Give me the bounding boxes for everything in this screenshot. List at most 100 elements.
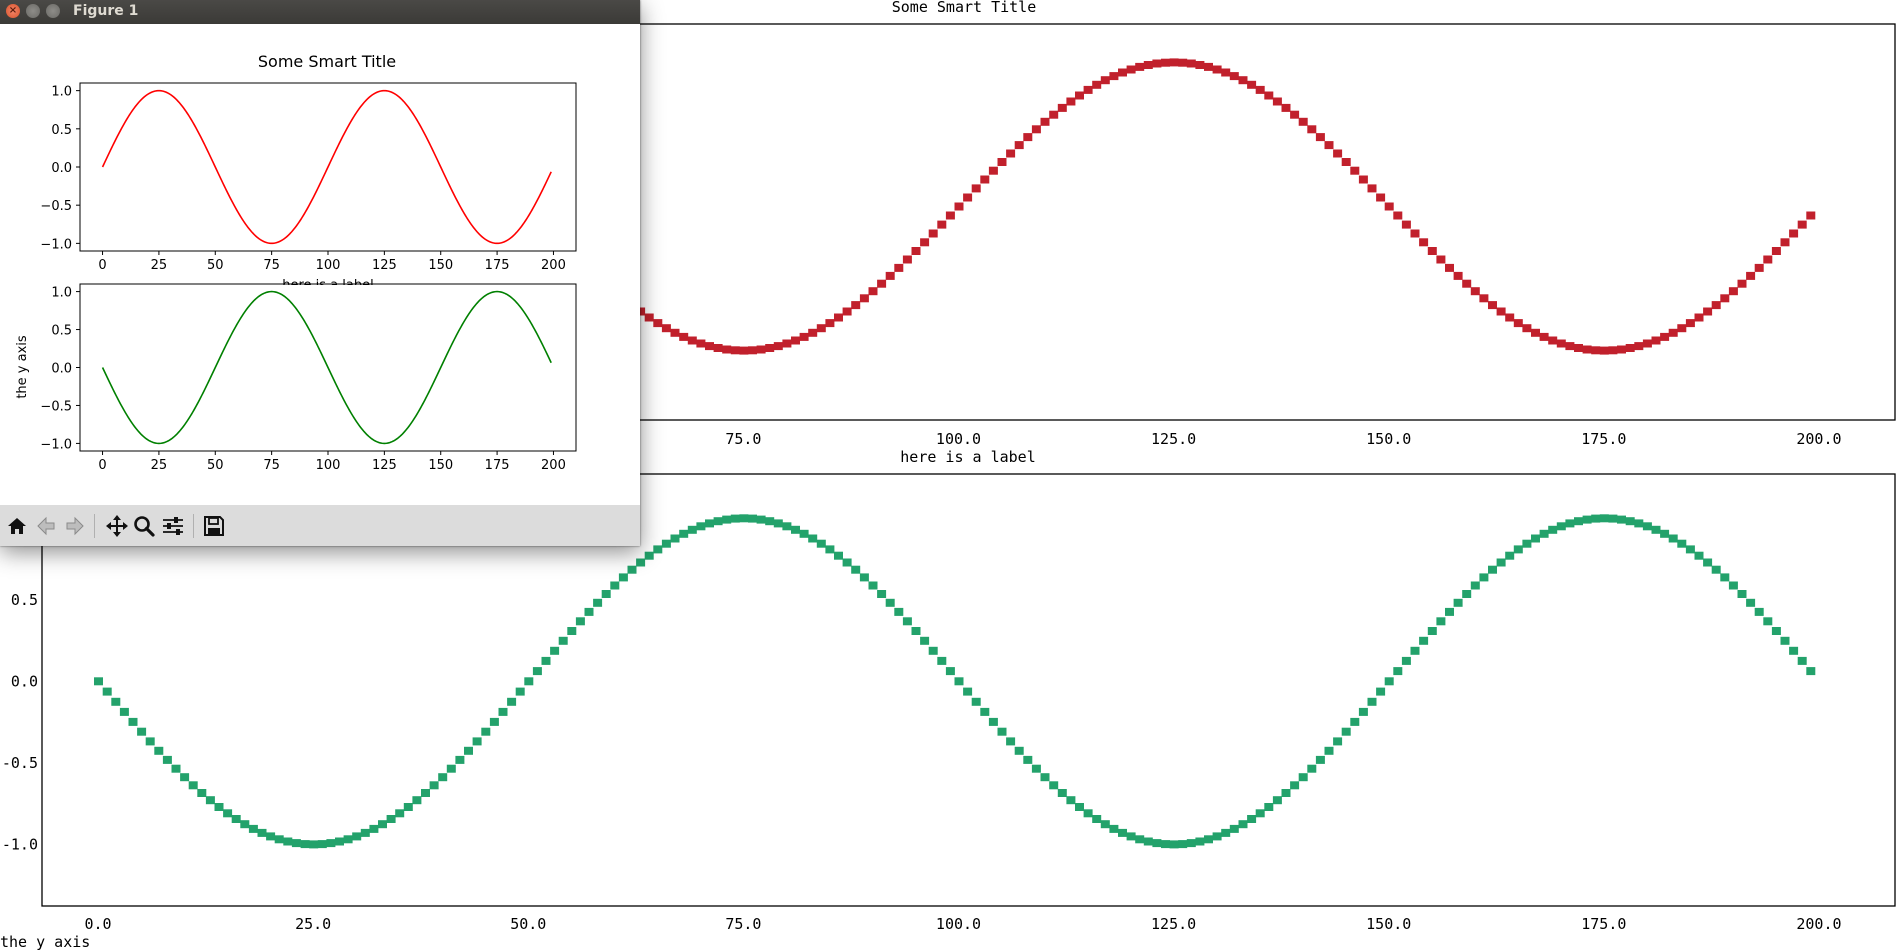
term-bottom-data-point (1419, 636, 1429, 645)
term-top-data-point (791, 336, 800, 345)
term-bottom-data-point (937, 656, 947, 665)
term-bottom-data-point (360, 828, 370, 837)
forward-arrow-icon (66, 516, 84, 536)
minimize-icon[interactable] (26, 4, 40, 18)
term-bottom-data-point (1539, 529, 1549, 538)
term-top-data-point (1247, 80, 1257, 89)
mpl-top-xtick-label: 0 (98, 258, 106, 273)
term-bottom-data-point (773, 519, 783, 528)
term-top-data-point (653, 319, 663, 328)
term-top-data-point (1298, 117, 1308, 126)
term-bottom-data-point (679, 529, 689, 538)
term-bottom-data-point (610, 581, 620, 590)
save-button[interactable] (201, 513, 227, 539)
term-top-data-point (756, 345, 766, 354)
term-bottom-data-point (369, 824, 379, 833)
term-bottom-data-point (748, 514, 757, 523)
term-top-data-point (1668, 328, 1678, 337)
term-bottom-data-point (808, 534, 818, 543)
close-icon[interactable]: × (6, 4, 20, 18)
term-bottom-data-point (223, 809, 233, 818)
term-top-data-point (834, 313, 843, 322)
term-bottom-data-point (945, 667, 955, 676)
term-top-data-point (920, 238, 930, 247)
term-top-data-point (1445, 263, 1454, 272)
term-bottom-data-point (378, 820, 387, 829)
term-top-data-point (1651, 336, 1661, 345)
term-bottom-data-point (1367, 697, 1377, 706)
term-bottom-xtick-label: 150.0 (1366, 915, 1411, 933)
term-top-axes-frame (635, 23, 1896, 421)
mpl-top-xtick-label: 150 (428, 258, 453, 273)
term-bottom-data-point (1204, 835, 1213, 844)
term-top-data-point (997, 158, 1007, 166)
configure-subplots-button[interactable] (160, 513, 186, 539)
term-top-data-point (902, 255, 912, 264)
home-button[interactable] (4, 513, 30, 539)
term-top-xtick-label: 150.0 (1366, 430, 1411, 448)
term-top-data-point (1694, 313, 1704, 322)
back-button[interactable] (33, 513, 59, 539)
term-top-data-point (1789, 229, 1799, 238)
pan-button[interactable] (104, 513, 130, 539)
term-top-data-point (825, 319, 835, 328)
term-top-data-point (851, 301, 861, 310)
term-bottom-data-point (274, 835, 284, 844)
term-bottom-data-point (636, 558, 646, 567)
term-top-data-point (1393, 211, 1403, 220)
term-top-data-point (911, 247, 921, 255)
term-bottom-data-point (739, 514, 749, 523)
term-bottom-data-point (1462, 590, 1472, 598)
term-bottom-data-point (1264, 803, 1274, 811)
term-bottom-data-point (1040, 773, 1050, 782)
term-bottom-data-point (1281, 789, 1291, 797)
term-bottom-data-point (1625, 517, 1635, 526)
term-top-data-point (1272, 97, 1282, 106)
pan-icon (106, 515, 128, 537)
term-bottom-data-point (661, 539, 671, 548)
mpl-top-ticks: 0 25 50 75 100 125 150 175 200 1.0 0.5 0.0 −0.5 −1.0 (40, 85, 565, 273)
term-bottom-data-point (550, 646, 560, 655)
term-top-xlabel: here is a label (900, 448, 1035, 466)
mpl-bottom-xtick-label: 150 (428, 458, 453, 473)
figure-canvas[interactable]: Some Smart Title 0 25 50 75 100 125 150 175 200 1… (0, 24, 640, 505)
term-bottom-data-point (894, 607, 904, 616)
term-bottom-data-point (575, 617, 585, 626)
mpl-bottom-xtick-label: 175 (485, 458, 510, 473)
term-bottom-data-point (266, 832, 276, 841)
term-bottom-data-point (429, 781, 439, 790)
term-bottom-data-point (928, 646, 938, 655)
term-top-data-point (1634, 342, 1644, 351)
mpl-bottom-xtick-label: 125 (372, 458, 397, 473)
term-top-data-point (1333, 149, 1343, 158)
term-bottom-data-point (1608, 514, 1618, 523)
term-top-data-point (670, 328, 680, 337)
maximize-icon[interactable] (46, 4, 60, 18)
term-bottom-series (94, 514, 1816, 849)
mpl-top-ytick-label: 0.5 (51, 123, 72, 138)
term-bottom-data-point (1771, 627, 1781, 635)
term-top-title: Some Smart Title (892, 0, 1037, 16)
term-top-data-point (1496, 307, 1506, 316)
term-top-data-point (705, 342, 714, 351)
term-bottom-data-point (1178, 840, 1188, 849)
window-titlebar[interactable]: × Figure 1 (0, 0, 640, 24)
term-bottom-data-point (1195, 837, 1205, 846)
mpl-bottom-xtick-label: 100 (316, 458, 341, 473)
term-bottom-data-point (1513, 545, 1523, 554)
term-bottom-data-point (1075, 803, 1084, 811)
forward-button[interactable] (62, 513, 88, 539)
term-top-data-point (885, 271, 895, 280)
term-top-data-point (1771, 247, 1781, 255)
term-bottom-data-point (558, 636, 568, 645)
term-top-data-point (1522, 324, 1532, 333)
zoom-button[interactable] (131, 513, 157, 539)
term-top-data-point (937, 220, 947, 229)
term-bottom-data-point (705, 519, 714, 528)
term-top-data-point (1315, 133, 1325, 142)
term-bottom-data-point (1703, 558, 1713, 567)
term-top-data-point (988, 166, 998, 175)
term-bottom-data-point (1642, 522, 1652, 531)
term-bottom-data-point (1057, 789, 1067, 797)
matplotlib-window[interactable]: × Figure 1 Some Smart Title 0 25 50 75 100 12… (0, 0, 640, 546)
